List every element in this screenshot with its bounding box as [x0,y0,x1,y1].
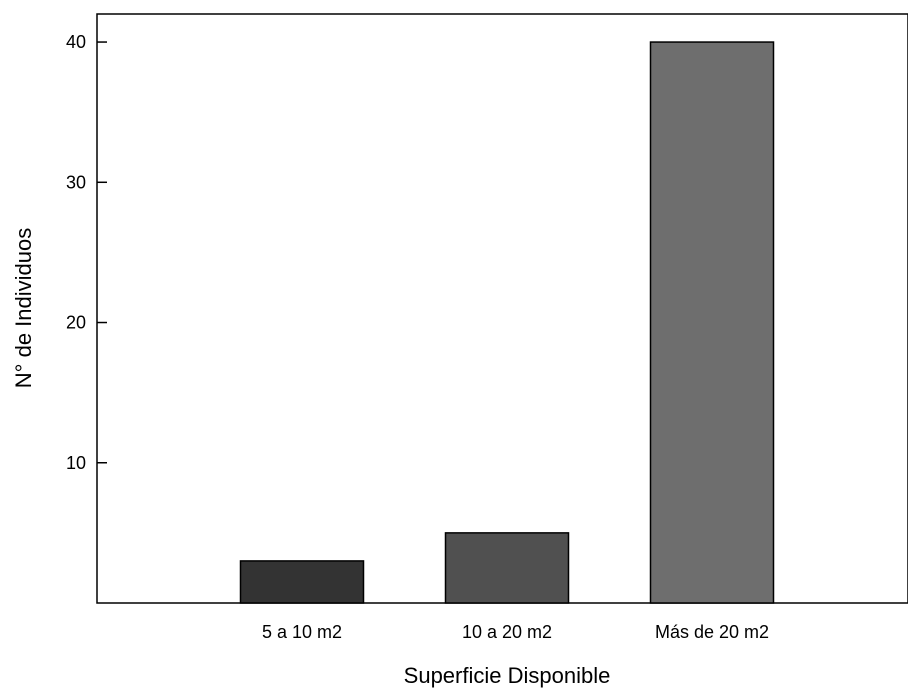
bars [239,41,775,604]
y-tick-label: 40 [66,32,86,52]
y-axis: 10 20 30 40 [66,32,107,473]
x-axis: 5 a 10 m2 10 a 20 m2 Más de 20 m2 [262,622,769,642]
plot-frame [96,13,908,604]
bar [649,41,775,604]
x-tick-label: 10 a 20 m2 [462,622,552,642]
x-axis-title: Superficie Disponible [404,663,611,688]
x-tick-label: Más de 20 m2 [655,622,769,642]
bar [239,560,365,604]
bar [444,532,570,604]
y-axis-title: N° de Individuos [11,228,36,388]
y-tick-label: 30 [66,172,86,192]
x-tick-label: 5 a 10 m2 [262,622,342,642]
y-tick-label: 20 [66,313,86,333]
y-tick-label: 10 [66,453,86,473]
